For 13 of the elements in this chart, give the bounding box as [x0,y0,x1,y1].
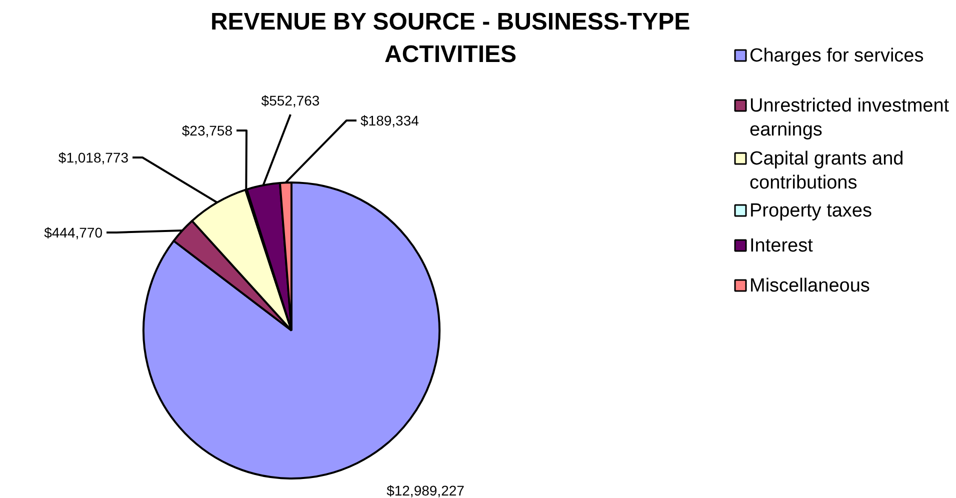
legend-label: Capital grants and contributions [750,148,904,194]
data-label: $1,018,773 [58,150,129,166]
data-label: $189,334 [360,112,420,128]
data-label: $12,989,227 [386,482,465,498]
legend-label: Unrestricted investment earnings [750,96,950,141]
legend-label: Charges for services [750,46,924,66]
data-label: $23,758 [182,122,233,138]
legend-label: Interest [750,236,814,256]
data-label: $552,763 [261,92,320,108]
legend-label: Property taxes [750,200,872,222]
data-label: $444,770 [44,224,103,240]
chart-title: REVENUE BY SOURCE - BUSINESS-TYPE ACTIVITIES [210,8,690,68]
legend-label: Miscellaneous [750,276,870,296]
